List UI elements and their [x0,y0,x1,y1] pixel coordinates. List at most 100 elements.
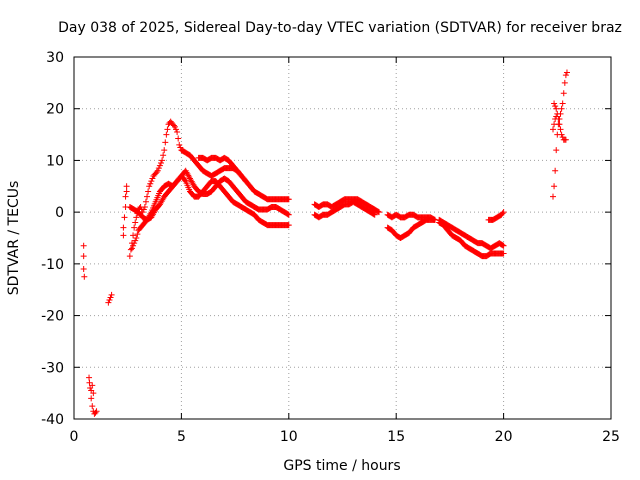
data-point [556,121,563,128]
data-point [121,214,128,221]
data-point [126,253,133,260]
x-tick-label: 0 [70,429,79,445]
x-tick-label: 25 [602,429,620,445]
series-late-rise-22.5h [550,69,570,200]
series-rise-2h [105,291,115,306]
data-point [145,188,152,195]
data-point [161,147,168,154]
data-point [146,183,153,190]
data-point [127,246,134,253]
data-point [105,299,112,306]
data-point [550,126,557,133]
data-point [80,242,87,249]
data-point [159,157,166,164]
data-point [242,178,249,185]
data-point [499,210,506,217]
grid [74,57,611,419]
data-point [89,403,96,410]
series-dip-14to17 [384,211,438,241]
x-tick-label: 15 [387,429,405,445]
data-point [130,242,137,249]
data-point [128,245,135,252]
data-point [80,266,87,273]
data-point [563,69,570,76]
data-point [376,209,383,216]
data-points [80,69,570,417]
data-point [553,105,560,112]
data-point [141,203,148,210]
data-point [108,291,115,298]
series-spike-2.4h [120,183,130,239]
data-point [370,211,377,218]
data-point [154,167,161,174]
data-point [562,72,569,79]
x-tick-label: 5 [177,429,186,445]
data-point [552,167,559,174]
data-point [553,147,560,154]
data-point [285,196,292,203]
data-point [551,100,558,107]
data-point [106,297,113,304]
data-point [551,183,558,190]
data-point [132,237,139,244]
data-point [162,139,169,146]
data-point [149,175,156,182]
data-point [500,242,507,249]
data-point [142,198,149,205]
data-point [131,240,138,247]
data-point [86,379,93,386]
data-point [153,169,160,176]
data-point [284,211,291,218]
data-point [147,180,154,187]
data-point [155,165,162,172]
data-point [140,206,147,213]
data-point [170,122,177,129]
data-point [148,178,155,185]
data-point [499,242,506,249]
data-point [80,253,87,260]
data-point [157,160,164,167]
chart-title: Day 038 of 2025, Sidereal Day-to-day VTE… [58,20,622,36]
data-point [81,273,88,280]
data-point [241,177,248,184]
data-point [560,90,567,97]
data-point [90,390,97,397]
data-point [93,408,100,415]
data-point [86,374,93,381]
x-tick-label: 20 [495,429,513,445]
data-point [133,235,140,241]
data-point [500,250,507,257]
series-descent-17to20 [436,216,507,260]
y-tick-label: -40 [41,412,64,428]
data-point [559,100,566,107]
y-tick-label: 0 [55,205,64,221]
data-point [557,126,564,133]
data-point [550,193,557,200]
data-point [160,152,167,159]
series-drop-cluster [86,374,100,417]
y-tick-label: 10 [46,153,64,169]
y-tick-label: 20 [46,102,64,118]
data-point [177,144,184,151]
data-point [554,110,561,117]
series-early-isolated [80,242,88,280]
plot-frame [73,56,612,420]
x-axis-label: GPS time / hours [283,458,400,474]
y-axis-label: SDTVAR / TECUs [6,181,22,296]
data-point [144,193,151,200]
data-point [562,136,569,143]
data-point [558,131,565,138]
series-mid-11to14 [311,196,383,221]
data-point [555,116,562,123]
data-point [551,121,558,128]
series-arc-upper [126,118,292,260]
y-tick-label: 30 [46,50,64,66]
data-point [561,79,568,86]
data-point [122,193,129,200]
data-point [285,222,292,229]
data-point [371,211,378,218]
data-point [132,219,139,226]
data-point [500,209,507,216]
data-point [89,382,96,389]
